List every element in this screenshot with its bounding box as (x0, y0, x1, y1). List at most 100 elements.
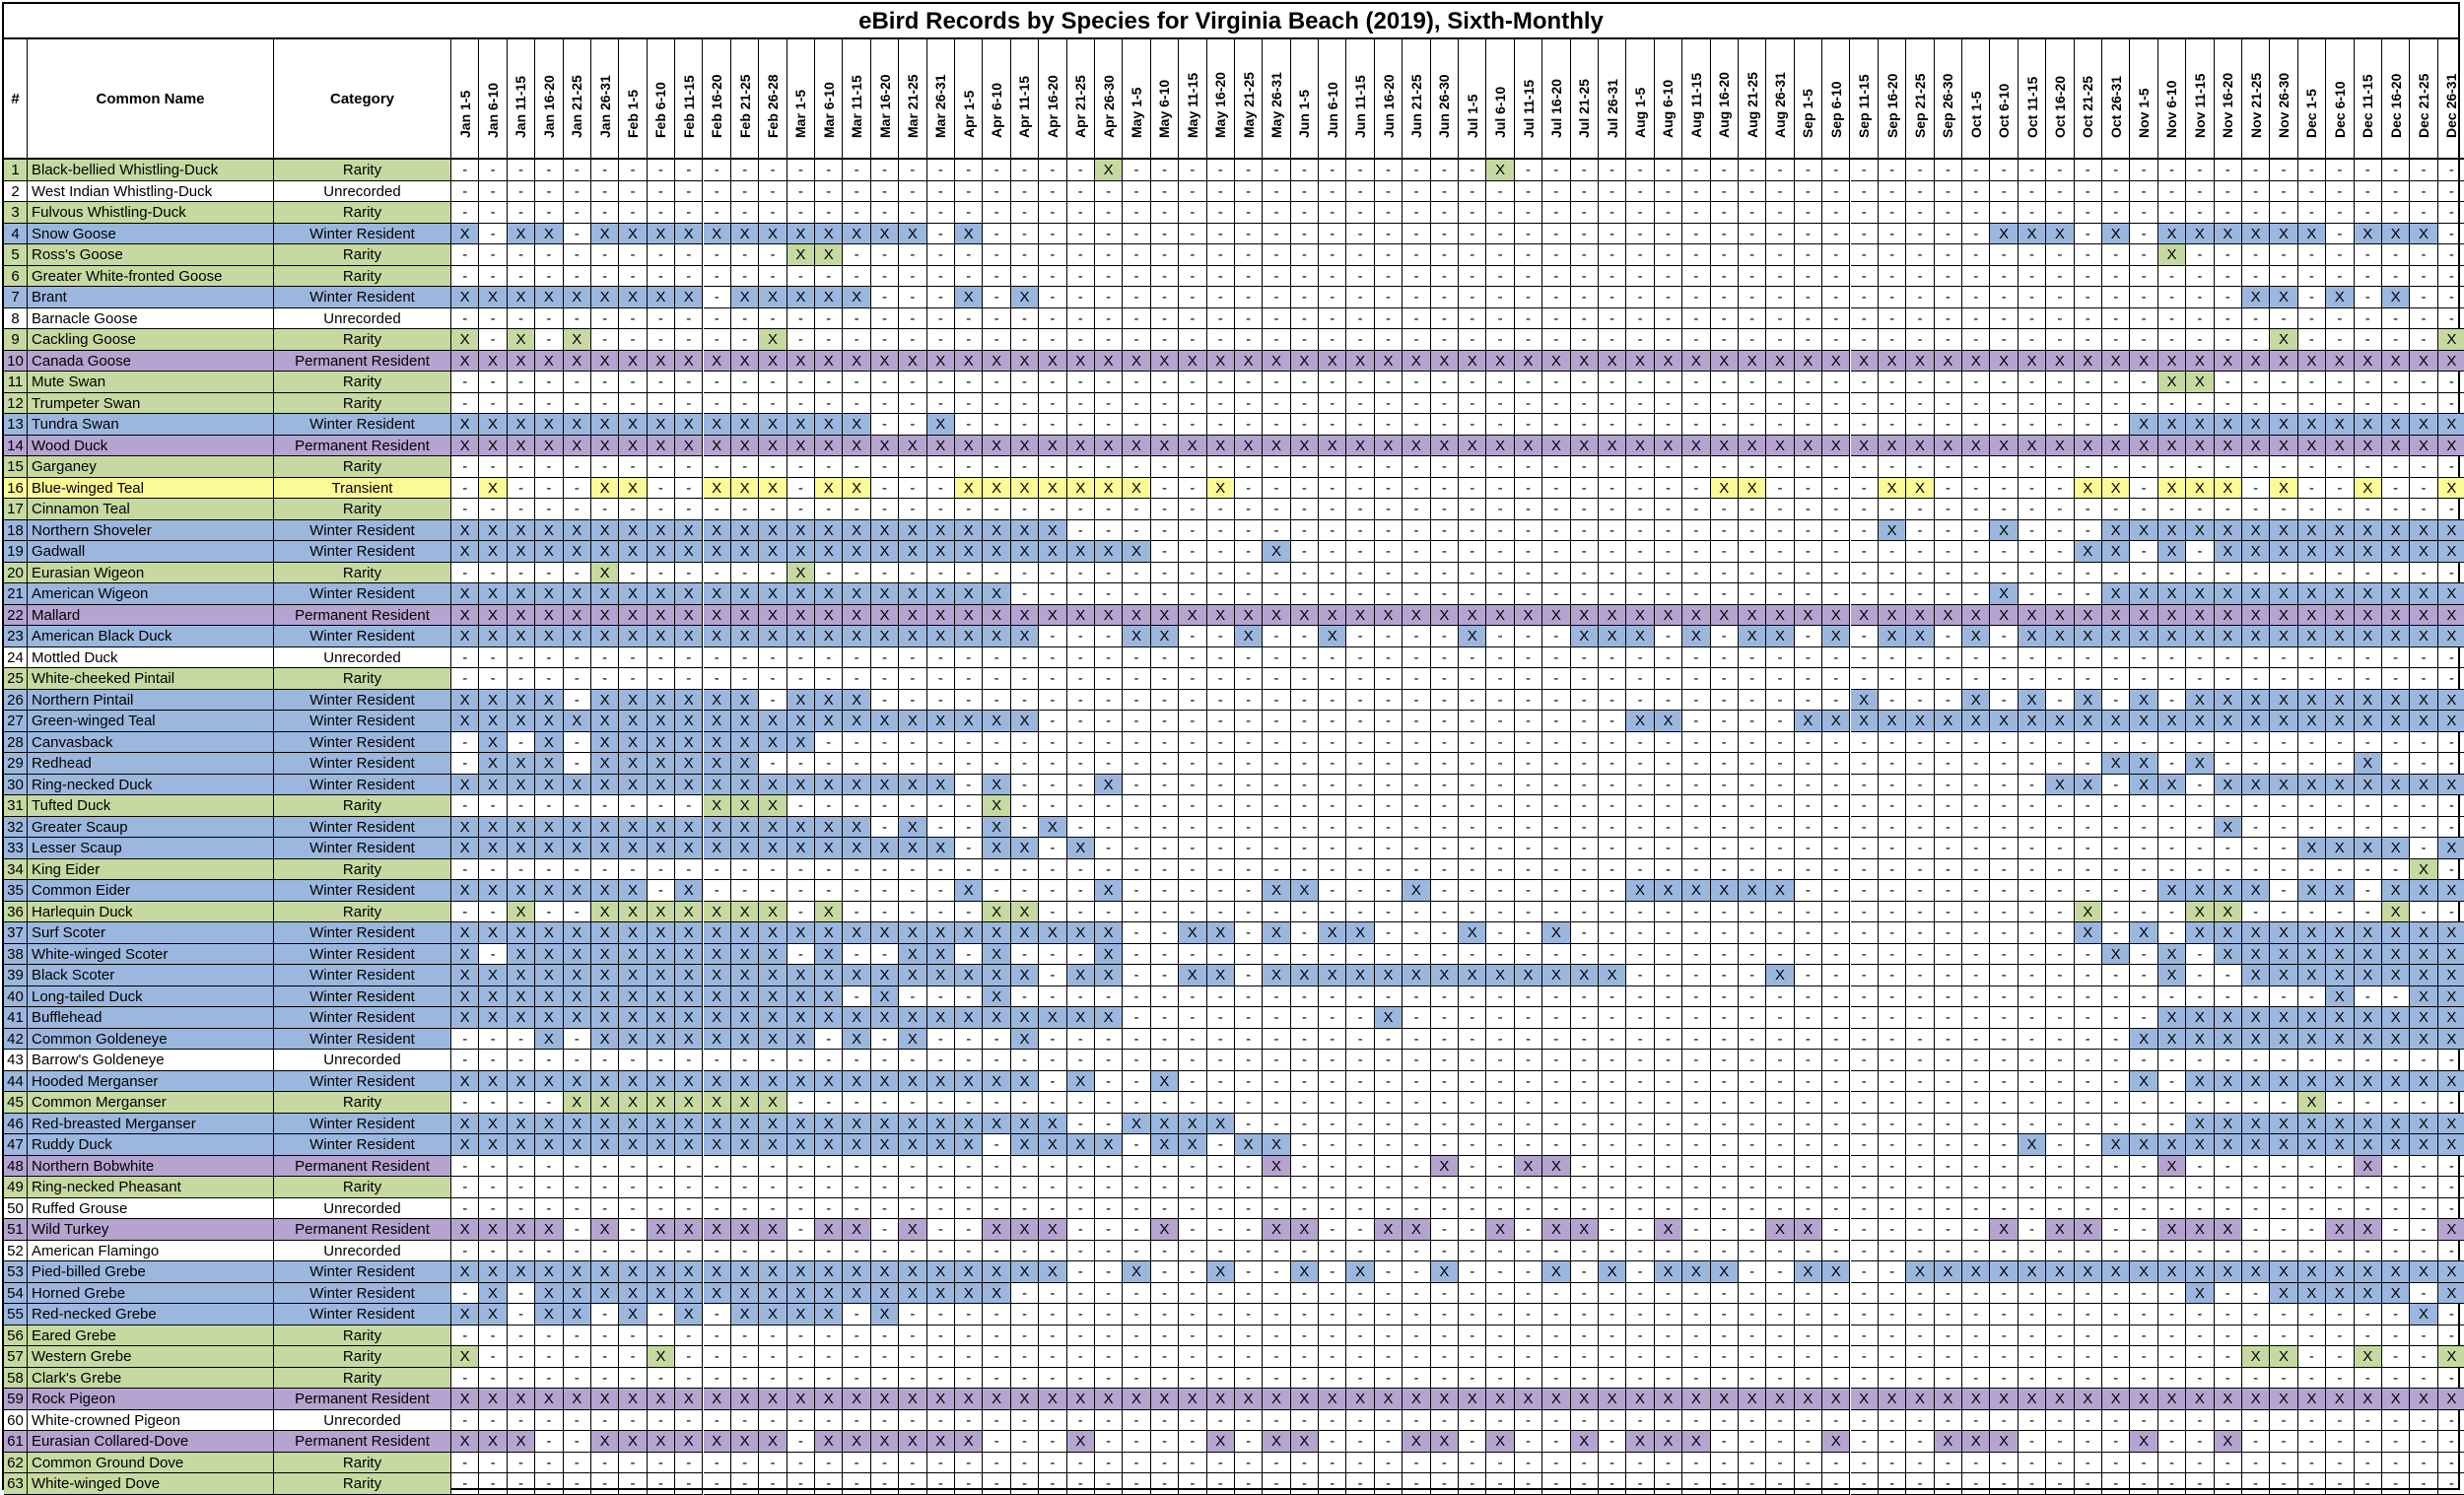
record-empty: - (815, 372, 844, 393)
record-empty: - (1374, 626, 1403, 647)
record-empty: - (1403, 583, 1431, 605)
record-empty: - (1403, 1367, 1431, 1389)
record-empty: - (955, 753, 984, 775)
record-empty: - (899, 1050, 927, 1071)
record-mark: X (647, 350, 676, 372)
record-empty: - (2270, 244, 2298, 266)
record-empty: - (1710, 1028, 1739, 1050)
record-empty: - (2326, 477, 2355, 499)
record-empty: - (1374, 646, 1403, 668)
record-empty: - (1542, 838, 1571, 859)
record-empty: - (2381, 858, 2411, 880)
record-mark: X (590, 774, 620, 795)
record-empty: - (1039, 1473, 1067, 1495)
record-mark: X (647, 1219, 676, 1241)
record-mark: X (1626, 880, 1655, 902)
record-mark: X (2074, 774, 2102, 795)
record-empty: - (1094, 180, 1124, 202)
record-empty: - (1066, 1409, 1095, 1431)
record-empty: - (479, 160, 508, 181)
record-empty: - (1570, 985, 1599, 1007)
record-empty: - (759, 1155, 787, 1177)
record-empty: - (1459, 541, 1487, 563)
record-empty: - (1906, 1219, 1935, 1241)
record-empty: - (1906, 1282, 1935, 1304)
record-mark: X (1346, 350, 1375, 372)
record-empty: - (451, 180, 480, 202)
header-period: Nov 21-25 (2242, 39, 2271, 158)
record-empty: - (899, 689, 927, 711)
record-empty: - (1822, 858, 1851, 880)
record-mark: X (870, 350, 900, 372)
record-empty: - (1179, 753, 1207, 775)
record-mark: X (1374, 604, 1403, 626)
row-number: 5 (4, 244, 28, 266)
record-empty: - (926, 160, 955, 181)
row-number: 41 (4, 1007, 28, 1029)
record-empty: - (1346, 1452, 1375, 1473)
record-mark: X (730, 774, 760, 795)
record-empty: - (1066, 287, 1095, 308)
record-mark: X (2074, 604, 2102, 626)
record-empty: - (507, 499, 536, 520)
record-empty: - (1626, 1240, 1655, 1261)
record-mark: X (815, 223, 844, 244)
record-empty: - (619, 1177, 648, 1198)
record-empty: - (1039, 668, 1067, 690)
record-empty: - (1906, 1240, 1935, 1261)
record-empty: - (1206, 1007, 1235, 1029)
record-empty: - (899, 1409, 927, 1431)
record-empty: - (1878, 646, 1907, 668)
record-empty: - (870, 1155, 900, 1177)
record-mark: X (899, 943, 927, 965)
record-mark: X (1066, 541, 1095, 563)
record-mark: X (703, 583, 731, 605)
record-empty: - (1598, 1409, 1627, 1431)
record-mark: X (815, 965, 844, 986)
record-mark: X (1039, 1007, 1067, 1029)
record-mark: X (2297, 689, 2327, 711)
record-empty: - (1962, 499, 1991, 520)
species-name: Ruffed Grouse (28, 1197, 274, 1219)
record-empty: - (1794, 901, 1823, 922)
record-empty: - (1234, 985, 1264, 1007)
record-mark: X (2186, 519, 2215, 541)
record-empty: - (1263, 1197, 1291, 1219)
record-mark: X (815, 1282, 844, 1304)
record-empty: - (451, 731, 480, 753)
table-row: 49 Ring-necked Pheasant Rarity - - - - - - - - - - - -… (4, 1177, 2464, 1198)
record-empty: - (1459, 329, 1487, 351)
record-mark: X (815, 943, 844, 965)
record-empty: - (926, 392, 955, 414)
record-mark: X (675, 880, 704, 902)
record-empty: - (2214, 1092, 2242, 1114)
record-empty: - (2018, 1113, 2047, 1134)
record-empty: - (1319, 816, 1347, 838)
record-empty: - (1066, 880, 1095, 902)
record-empty: - (1822, 541, 1851, 563)
record-empty: - (2046, 1409, 2075, 1431)
header-period-label: Dec 21-25 (2416, 74, 2431, 138)
record-empty: - (955, 202, 984, 224)
record-empty: - (1794, 265, 1823, 287)
record-mark: X (1039, 1219, 1067, 1241)
record-empty: - (1403, 562, 1431, 583)
record-mark: X (2326, 1007, 2355, 1029)
record-empty: - (1626, 816, 1655, 838)
record-empty: - (1626, 922, 1655, 944)
header-period: Jan 16-20 (535, 39, 564, 158)
record-mark: X (787, 350, 816, 372)
record-empty: - (1682, 753, 1711, 775)
record-empty: - (1094, 1261, 1124, 1283)
record-empty: - (1150, 880, 1180, 902)
record-mark: X (1990, 1261, 2019, 1283)
record-mark: X (647, 1134, 676, 1156)
record-empty: - (1514, 1282, 1543, 1304)
record-mark: X (507, 1389, 536, 1410)
record-empty: - (955, 499, 984, 520)
record-empty: - (1598, 307, 1627, 329)
record-empty: - (1542, 816, 1571, 838)
record-empty: - (2130, 1409, 2158, 1431)
record-mark: X (619, 816, 648, 838)
record-mark: X (507, 774, 536, 795)
